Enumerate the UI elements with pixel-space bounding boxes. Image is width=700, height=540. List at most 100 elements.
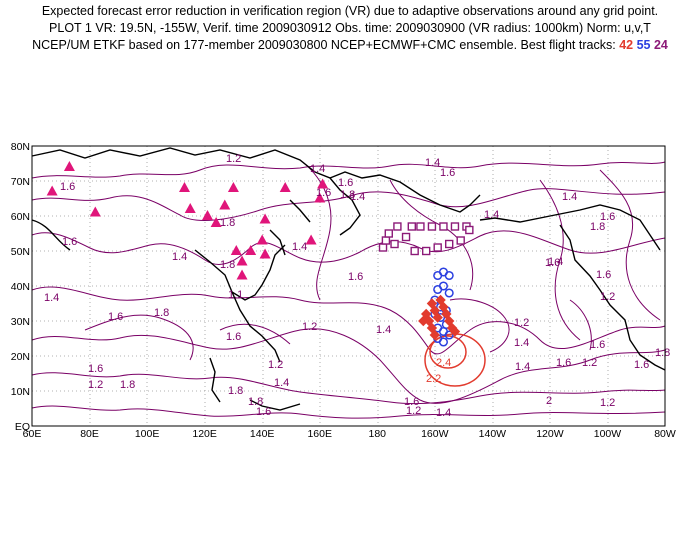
y-tick-label: 70N — [11, 176, 30, 188]
contour-label: 1.6 — [108, 311, 123, 323]
x-tick-label: 80E — [80, 428, 99, 440]
contour-label: 1.6 — [256, 406, 271, 418]
track-55-marker — [444, 330, 454, 340]
contour-label: 1.8 — [655, 347, 670, 359]
contour-labels: 1.21.41.61.81.61.41.41.61.61.41.61.41.61… — [44, 153, 670, 419]
contour-label: 1.4 — [515, 361, 530, 373]
contour-label: 1.6 — [88, 363, 103, 375]
observation-triangle — [227, 182, 239, 192]
contour-label: 1.4 — [548, 256, 563, 268]
observation-triangle — [245, 245, 257, 255]
track-24-marker — [439, 222, 448, 231]
contour-label: 1.4 — [562, 191, 577, 203]
contour-label: 1.8 — [154, 307, 169, 319]
track-24-marker — [433, 243, 442, 252]
observation-triangle — [259, 248, 271, 259]
contour-label: 1.2 — [582, 357, 597, 369]
contour-label: 1.4 — [425, 157, 440, 169]
contour-label: 1.8 — [120, 379, 135, 391]
y-tick-label: EQ — [15, 421, 30, 433]
track-42-marker — [438, 301, 449, 313]
contour-label: 1.6 — [600, 211, 615, 223]
track-42-marker — [429, 305, 441, 316]
x-tick-label: 120E — [192, 428, 217, 440]
track-42-marker — [426, 298, 438, 309]
observation-triangle — [230, 245, 242, 255]
contour-label: 1.2 — [268, 359, 283, 371]
track-42-marker — [418, 315, 429, 327]
observation-triangle — [184, 203, 196, 213]
flight-track-42 — [418, 294, 461, 341]
observation-triangle — [279, 182, 291, 192]
y-tick-label: 50N — [11, 246, 30, 258]
track-42-marker — [435, 294, 446, 306]
track-24-marker — [381, 236, 391, 245]
track-24-marker — [421, 246, 431, 256]
contour-label: 1.6 — [62, 236, 77, 248]
x-tick-label: 100W — [594, 428, 622, 440]
x-tick-label: 120W — [536, 428, 564, 440]
track-24-marker — [427, 222, 437, 231]
title-line-1: Expected forecast error reduction in ver… — [41, 4, 659, 18]
observation-triangle — [178, 182, 190, 192]
contour-label: 1.8 — [340, 189, 355, 201]
contour-label: 1.4 — [274, 377, 289, 389]
x-axis-labels: 60E 80E 100E 120E 140E 160E 180 160W 140W 120W 100… — [23, 428, 676, 440]
title-line-3: NCEP/UM ETKF based on 177-member 2009030… — [0, 38, 700, 52]
track-55-marker — [444, 288, 454, 298]
contour-label: 1.8 — [228, 385, 243, 397]
y-tick-label: 10N — [11, 386, 30, 398]
contour-label: 1.6 — [596, 269, 611, 281]
y-tick-label: 20N — [11, 351, 30, 363]
track-number-55: 55 — [636, 38, 651, 52]
track-55-marker — [444, 270, 454, 281]
x-tick-label: 100E — [135, 428, 160, 440]
observation-triangle — [236, 255, 248, 266]
contour-label: 1.4 — [44, 292, 59, 304]
y-tick-label: 40N — [11, 281, 30, 293]
y-axis-labels: EQ 10N 20N 30N 40N 50N 60N 70N 80N — [11, 141, 30, 433]
contour-label: 1.2 — [302, 321, 317, 333]
x-tick-label: 180 — [369, 428, 387, 440]
observation-triangle — [236, 269, 248, 280]
track-42-marker — [441, 308, 452, 320]
contour-label: 1.4 — [514, 337, 529, 349]
observation-triangle — [202, 210, 214, 220]
x-tick-label: 140E — [250, 428, 275, 440]
track-24-marker — [401, 232, 411, 242]
observation-triangle — [256, 234, 268, 245]
observation-triangle — [305, 234, 317, 245]
x-tick-label: 80W — [654, 428, 676, 440]
contour-label: 1.2 — [600, 291, 615, 303]
contour-label: 1.6 — [556, 357, 571, 369]
x-tick-label: 160E — [307, 428, 332, 440]
observation-triangle — [46, 185, 58, 196]
contour-label: 1.6 — [60, 181, 75, 193]
track-24-marker — [378, 243, 388, 252]
contour-label: 1.8 — [248, 396, 263, 408]
observation-triangle — [314, 192, 326, 203]
contour-label: 1.6 — [404, 396, 419, 408]
track-42-marker — [443, 315, 455, 327]
y-tick-label: 80N — [11, 141, 30, 153]
contour-label: 1.4 — [376, 324, 391, 336]
contour-label: 1.6 — [338, 177, 353, 189]
contour-label: 1.6 — [590, 339, 605, 351]
gridlines — [32, 146, 665, 426]
track-24-marker — [450, 222, 460, 231]
contour-lines — [31, 159, 666, 419]
contour-label: 1.4 — [436, 407, 451, 419]
x-tick-label: 160W — [421, 428, 449, 440]
contour-label: 1.8 — [590, 221, 605, 233]
track-24-marker — [456, 236, 465, 245]
track-24-marker — [416, 222, 425, 231]
observation-triangle — [210, 217, 222, 227]
contour-label: 1.4 — [350, 191, 365, 203]
track-24-marker — [390, 239, 399, 249]
red-contour-label: 2.2 — [426, 373, 441, 385]
contour-label: 1.2 — [514, 317, 529, 329]
track-24-marker — [465, 225, 474, 235]
y-tick-label: 30N — [11, 316, 30, 328]
track-24-marker — [407, 222, 416, 231]
